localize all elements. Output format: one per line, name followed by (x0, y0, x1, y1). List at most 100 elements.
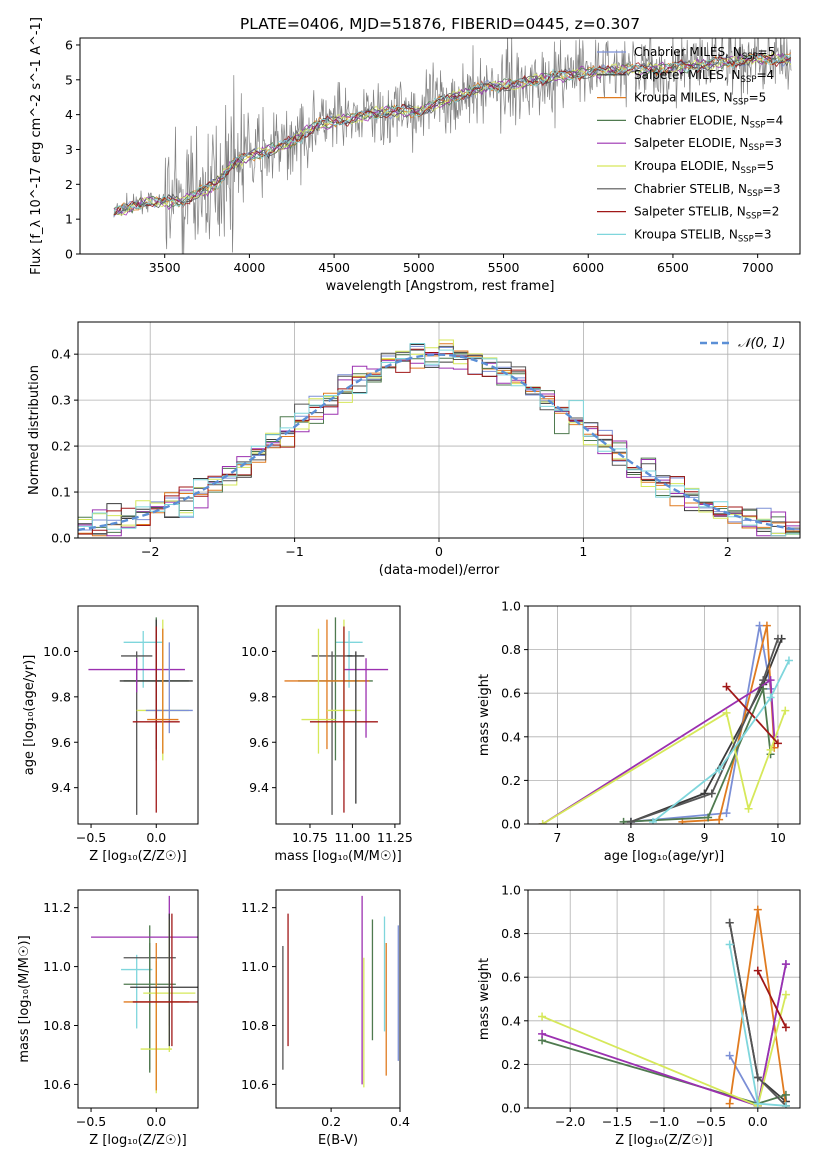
error-bar-point (130, 913, 198, 1047)
y-axis-label: mass weight (477, 958, 492, 1040)
x-tick-label: 7 (553, 830, 561, 845)
normal-reference-curve (78, 353, 798, 532)
axes-frame (527, 605, 801, 825)
panel-mass_vs_Z: −0.5 0.0 10.6 10.8 11.0 11.2 Z [log₁₀(Z/Z☉)] ma… (17, 889, 199, 1148)
mass-weight-line (725, 686, 779, 744)
mass-weight-marker (725, 918, 734, 927)
x-axis-label: mass [log₁₀(M/M☉)] (274, 849, 401, 864)
x-tick-label: 0.0 (146, 830, 166, 845)
error-bar-point (121, 954, 153, 1029)
mass-weight-marker (773, 634, 782, 643)
axes-frame (79, 37, 801, 255)
x-tick-label: −1.5 (602, 1114, 632, 1129)
plot-area (538, 905, 790, 1108)
mass-weight-marker (766, 745, 775, 754)
y-axis-label: mass weight (477, 674, 492, 756)
y-tick-label: 1.0 (501, 883, 521, 898)
plot-area (113, 38, 792, 254)
x-tick-label: 8 (627, 830, 635, 845)
model-spectrum-line (113, 52, 792, 215)
mass-weight-marker (781, 706, 790, 715)
mass-weight-line (756, 970, 787, 1028)
y-tick-label: 11.2 (43, 900, 71, 915)
x-axis-label: Z [log₁₀(Z/Z☉)] (89, 1133, 186, 1148)
x-axis-label: age [log₁₀(age/yr)] (604, 849, 725, 864)
mass-weight-marker (762, 621, 771, 630)
y-tick-label: 11.0 (241, 959, 269, 974)
mass-weight-marker (766, 693, 775, 702)
x-tick-label: 6000 (572, 260, 604, 275)
y-tick-label: 0.2 (51, 439, 71, 454)
axes-frame (77, 889, 199, 1109)
mass-weight-marker (538, 820, 547, 824)
y-tick-label: 0.4 (501, 729, 521, 744)
mass-weight-marker (704, 813, 713, 822)
mass-weight-line (630, 638, 783, 823)
panel-mass_vs_ebv: 0.2 0.4 10.6 10.8 11.0 11.2 E(B-V) (241, 889, 410, 1148)
mass-weight-marker (773, 739, 782, 748)
legend-label: Salpeter MILES, NSSP=4 (634, 68, 774, 85)
mass-weight-line (652, 660, 790, 823)
plot-area (91, 895, 198, 1094)
y-tick-label: 9.4 (249, 780, 269, 795)
x-tick-label: 11.00 (335, 830, 371, 845)
legend-label: Chabrier MILES, NSSP=5 (634, 45, 775, 62)
mass-weight-marker (753, 1099, 762, 1108)
y-tick-label: 0.6 (501, 686, 521, 701)
legend-label: Chabrier ELODIE, NSSP=4 (634, 113, 783, 130)
y-tick-label: 11.0 (43, 959, 71, 974)
y-tick-label: 10.0 (43, 644, 71, 659)
y-tick-label: 10.6 (241, 1077, 269, 1092)
error-bar-point (284, 619, 370, 750)
x-tick-label: −0.5 (696, 1114, 726, 1129)
mass-weight-marker (725, 940, 734, 949)
y-tick-label: 0.0 (501, 1101, 521, 1116)
error-bar-point (145, 642, 193, 734)
y-tick-label: 9.6 (249, 735, 269, 750)
x-tick-label: −2 (141, 544, 159, 559)
axes-frame (275, 889, 401, 1109)
y-tick-label: 0.8 (501, 642, 521, 657)
y-tick-label: 0.8 (501, 926, 521, 941)
x-axis-label: Z [log₁₀(Z/Z☉)] (615, 1133, 712, 1148)
y-tick-label: 0.2 (501, 773, 521, 788)
y-tick-label: 3 (65, 142, 73, 157)
error-bar-point (309, 626, 378, 813)
figure-title: PLATE=0406, MJD=51876, FIBERID=0445, z=0… (240, 15, 640, 33)
x-tick-label: 10 (770, 830, 786, 845)
mass-weight-marker (781, 1023, 790, 1032)
y-tick-label: 6 (65, 37, 73, 52)
panel-age_vs_mass: 10.75 11.00 11.25 9.4 9.6 9.8 10.0 mass [log₁₀(… (241, 605, 413, 864)
panel-residuals: −2 −1 0 1 2 0.0 0.1 0.2 0.3 0.4 (data-model)/error… (27, 321, 801, 578)
mass-weight-marker (781, 1101, 790, 1108)
x-tick-label: 5500 (488, 260, 520, 275)
error-bar-point (301, 628, 336, 754)
panel-weight_vs_Z: −2.0 −1.5 −1.0 −0.5 0.0 0.0 0.2 0.4 0.6 0.8 1.0 Z [… (477, 883, 801, 1148)
x-tick-label: 0.2 (321, 1114, 341, 1129)
x-axis-label: wavelength [Angstrom, rest frame] (326, 279, 555, 294)
legend-label: Chabrier STELIB, NSSP=3 (634, 182, 781, 199)
x-tick-label: −1.0 (649, 1114, 679, 1129)
y-tick-label: 0.3 (51, 393, 71, 408)
reference-legend-label: 𝒩(0, 1) (738, 336, 785, 351)
x-tick-label: 4500 (318, 260, 350, 275)
y-tick-label: 0 (65, 247, 73, 262)
x-tick-label: 9 (700, 830, 708, 845)
legend-label: Kroupa MILES, NSSP=5 (634, 91, 766, 108)
mass-weight-marker (722, 809, 731, 818)
mass-weight-marker (722, 682, 731, 691)
mass-weight-marker (755, 621, 764, 630)
mass-weight-marker (722, 708, 731, 717)
y-tick-label: 4 (65, 107, 73, 122)
spectrum-legend: Chabrier MILES, NSSP=5 Salpeter MILES, NS… (597, 45, 783, 244)
x-tick-label: 6500 (657, 260, 689, 275)
mass-weight-marker (715, 765, 724, 774)
legend-label: Salpeter ELODIE, NSSP=3 (634, 136, 782, 153)
model-spectrum-line (113, 53, 792, 216)
y-tick-label: 0.4 (51, 347, 71, 362)
x-axis-label: Z [log₁₀(Z/Z☉)] (89, 849, 186, 864)
y-axis-label: age [log₁₀(age/yr)] (22, 655, 37, 776)
mass-weight-marker (619, 817, 628, 824)
y-tick-label: 0.6 (501, 970, 521, 985)
